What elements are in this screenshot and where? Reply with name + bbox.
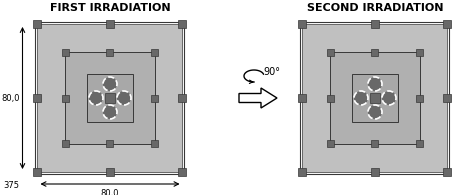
Bar — [152, 140, 158, 147]
Bar — [179, 168, 186, 176]
Bar — [106, 168, 114, 176]
Bar — [152, 49, 158, 56]
Bar — [301, 22, 449, 174]
Bar — [107, 49, 113, 56]
Bar — [444, 94, 452, 102]
Bar — [417, 140, 423, 147]
Bar — [87, 74, 133, 122]
Bar — [105, 93, 115, 103]
Circle shape — [368, 77, 382, 91]
Bar — [37, 24, 182, 172]
Bar — [327, 140, 334, 147]
Bar — [299, 20, 307, 28]
Circle shape — [382, 91, 396, 105]
Bar — [444, 168, 452, 176]
Text: 80,0: 80,0 — [101, 189, 119, 195]
Text: SECOND IRRADIATION: SECOND IRRADIATION — [307, 3, 443, 13]
Bar — [444, 20, 452, 28]
Text: 375: 375 — [3, 181, 19, 190]
FancyArrow shape — [239, 88, 277, 108]
Circle shape — [354, 91, 368, 105]
Bar — [34, 168, 42, 176]
Text: 90°: 90° — [263, 67, 280, 77]
Bar — [65, 52, 155, 144]
Bar — [302, 24, 447, 172]
Bar — [417, 95, 423, 102]
Bar — [62, 95, 69, 102]
Bar — [327, 49, 334, 56]
Text: 80,0: 80,0 — [1, 93, 19, 103]
Bar — [371, 20, 379, 28]
Circle shape — [103, 77, 117, 91]
Circle shape — [117, 91, 131, 105]
Bar — [371, 168, 379, 176]
Bar — [152, 95, 158, 102]
Bar — [372, 49, 379, 56]
Bar — [417, 49, 423, 56]
Bar — [179, 94, 186, 102]
Bar — [352, 74, 398, 122]
Text: FIRST IRRADIATION: FIRST IRRADIATION — [50, 3, 170, 13]
Bar — [62, 49, 69, 56]
Bar — [106, 20, 114, 28]
Bar — [299, 168, 307, 176]
Circle shape — [89, 91, 103, 105]
Bar — [179, 20, 186, 28]
Circle shape — [368, 105, 382, 119]
Bar — [370, 93, 380, 103]
Circle shape — [103, 105, 117, 119]
Bar — [107, 140, 113, 147]
Bar — [372, 140, 379, 147]
Bar — [34, 94, 42, 102]
Bar — [327, 95, 334, 102]
Bar — [299, 94, 307, 102]
Bar — [36, 22, 184, 174]
Bar — [34, 20, 42, 28]
Bar — [62, 140, 69, 147]
Bar — [330, 52, 420, 144]
